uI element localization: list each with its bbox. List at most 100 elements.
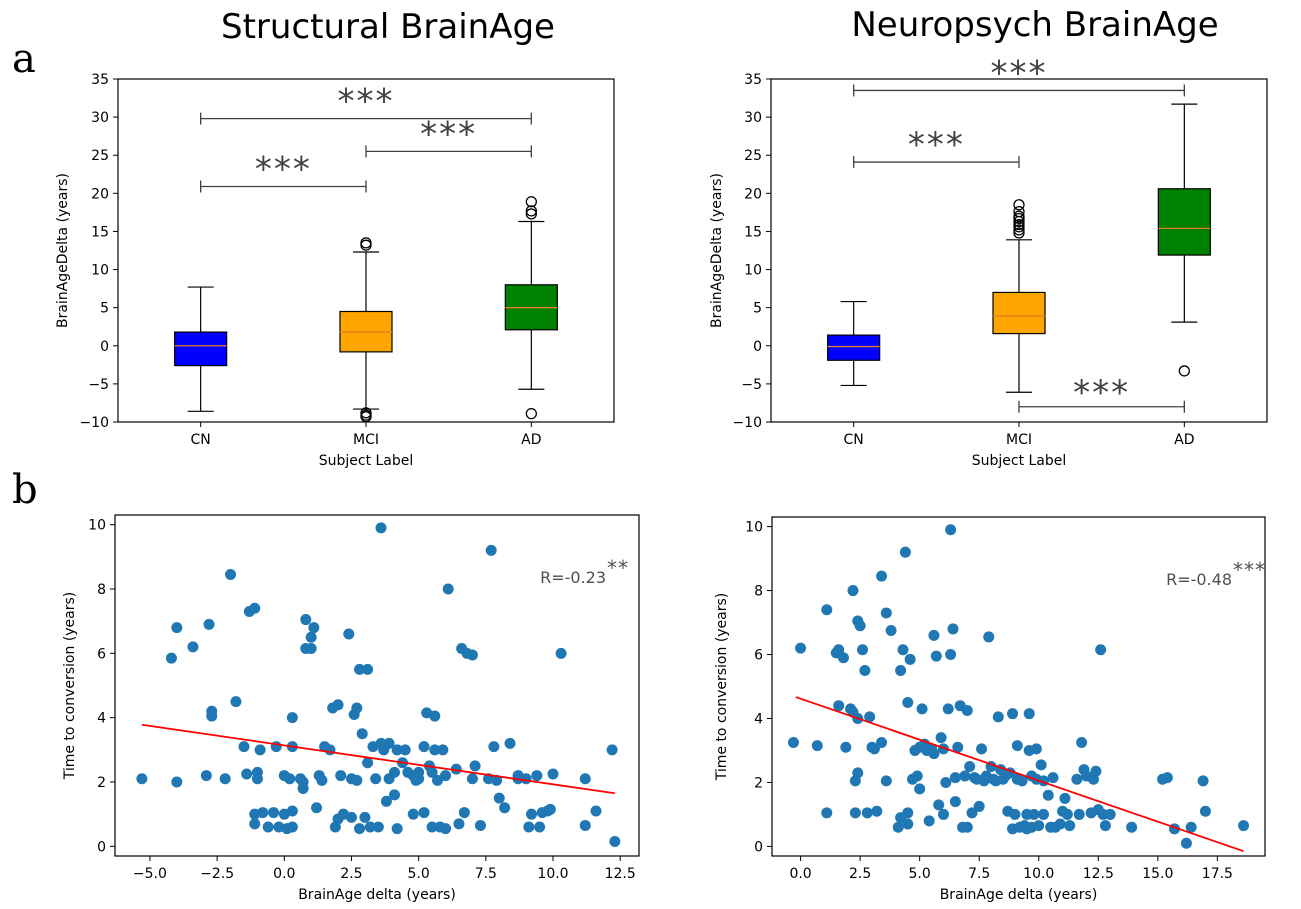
x-tick-label: CN bbox=[191, 432, 211, 448]
scatter-point bbox=[308, 622, 320, 634]
scatter-point bbox=[945, 649, 957, 661]
scatter-point bbox=[268, 807, 280, 819]
x-tick-label: −5.0 bbox=[133, 866, 167, 882]
scatter-point bbox=[311, 802, 323, 814]
scatter-point bbox=[262, 821, 274, 833]
scatter-point bbox=[902, 807, 914, 819]
scatter-point bbox=[1095, 644, 1107, 656]
y-tick-label: 5 bbox=[753, 301, 762, 317]
y-tick-label: 25 bbox=[91, 148, 109, 164]
scatter-point bbox=[356, 728, 368, 740]
y-axis-label: BrainAgeDelta (years) bbox=[55, 173, 71, 328]
y-tick-label: 8 bbox=[97, 582, 106, 598]
y-tick-label: 10 bbox=[91, 263, 109, 279]
regression-line bbox=[141, 723, 615, 795]
scatter-point bbox=[1090, 765, 1102, 777]
x-tick-label: 5.0 bbox=[909, 866, 931, 882]
scatter-point bbox=[1104, 808, 1116, 820]
scatter-point bbox=[935, 732, 947, 744]
scatter-point bbox=[1042, 789, 1054, 801]
y-tick-label: 0 bbox=[100, 339, 109, 355]
outlier-point bbox=[1178, 365, 1190, 377]
y-tick-label: 5 bbox=[100, 301, 109, 317]
scatter-point bbox=[458, 807, 470, 819]
scatter-point bbox=[876, 570, 888, 582]
scatter-point bbox=[429, 744, 441, 756]
scatter-point bbox=[933, 799, 945, 811]
scatter-point bbox=[466, 773, 478, 785]
scatter-point bbox=[407, 808, 419, 820]
scatter-point bbox=[821, 604, 833, 616]
significance-stars: *** bbox=[1073, 373, 1130, 413]
scatter-point bbox=[426, 821, 438, 833]
scatter-point bbox=[914, 783, 926, 795]
significance-stars: *** bbox=[420, 114, 477, 154]
scatter-point bbox=[1199, 805, 1211, 817]
scatter-point bbox=[249, 818, 261, 830]
scatter-point bbox=[949, 796, 961, 808]
y-tick-label: −10 bbox=[732, 415, 762, 431]
y-tick-label: 6 bbox=[754, 648, 763, 664]
scatter-point bbox=[499, 802, 511, 814]
y-axis-label: Time to conversion (years) bbox=[714, 593, 730, 782]
scatter-point bbox=[343, 628, 355, 640]
x-tick-label: AD bbox=[1174, 432, 1194, 448]
box-mci bbox=[992, 291, 1046, 335]
outlier-point bbox=[525, 208, 537, 220]
outlier-point bbox=[1013, 199, 1025, 211]
scatter-point bbox=[359, 811, 371, 823]
y-tick-label: 4 bbox=[97, 711, 106, 727]
scatter-point bbox=[952, 741, 964, 753]
scatter-point bbox=[911, 770, 923, 782]
y-tick-label: 20 bbox=[744, 186, 762, 202]
scatter-point bbox=[1033, 820, 1045, 832]
scatter-point bbox=[300, 614, 312, 626]
scatter-point bbox=[899, 546, 911, 558]
scatter-point bbox=[335, 770, 347, 782]
y-tick-label: 30 bbox=[744, 110, 762, 126]
scatter-point bbox=[840, 741, 852, 753]
x-tick-label: 15.0 bbox=[1142, 866, 1173, 882]
scatter-point bbox=[880, 607, 892, 619]
x-tick-label: CN bbox=[844, 432, 864, 448]
scatter-point bbox=[892, 821, 904, 833]
scatter-point bbox=[520, 773, 532, 785]
scatter-point bbox=[1035, 759, 1047, 771]
neuropsych-boxplot-panel: Neuropsych BrainAge −10 −5 0 5 10 15 20 25 30 35 CN… bbox=[709, 5, 1268, 469]
outlier-point bbox=[1013, 210, 1025, 222]
scatter-point bbox=[345, 811, 357, 823]
outlier-point bbox=[360, 411, 372, 423]
scatter-point bbox=[388, 789, 400, 801]
scatter-point bbox=[606, 744, 618, 756]
scatter-point bbox=[251, 773, 263, 785]
y-tick-label: 0 bbox=[97, 839, 106, 855]
scatter-point bbox=[609, 836, 621, 848]
scatter-point bbox=[316, 774, 328, 786]
scatter-point bbox=[418, 807, 430, 819]
scatter-point bbox=[531, 770, 543, 782]
scatter-point bbox=[1016, 775, 1028, 787]
scatter-point bbox=[916, 703, 928, 715]
correlation-stars: *** bbox=[1233, 558, 1266, 582]
y-tick-label: 2 bbox=[754, 775, 763, 791]
scatter-point bbox=[1076, 736, 1088, 748]
plot-frame bbox=[114, 514, 640, 857]
y-tick-label: 0 bbox=[754, 839, 763, 855]
y-tick-label: 10 bbox=[744, 263, 762, 279]
scatter-point bbox=[375, 522, 387, 534]
x-axis-label: Subject Label bbox=[319, 453, 414, 469]
scatter-point bbox=[418, 741, 430, 753]
scatter-point bbox=[388, 766, 400, 778]
y-tick-label: 35 bbox=[91, 72, 109, 88]
scatter-point bbox=[391, 744, 403, 756]
scatter-point bbox=[973, 800, 985, 812]
scatter-point bbox=[861, 807, 873, 819]
scatter-point bbox=[868, 743, 880, 755]
scatter-point bbox=[383, 737, 395, 749]
scatter-point bbox=[1038, 808, 1050, 820]
x-tick-label: MCI bbox=[353, 432, 379, 448]
scatter-point bbox=[286, 805, 298, 817]
outlier-point bbox=[525, 196, 537, 208]
scatter-point bbox=[351, 774, 363, 786]
